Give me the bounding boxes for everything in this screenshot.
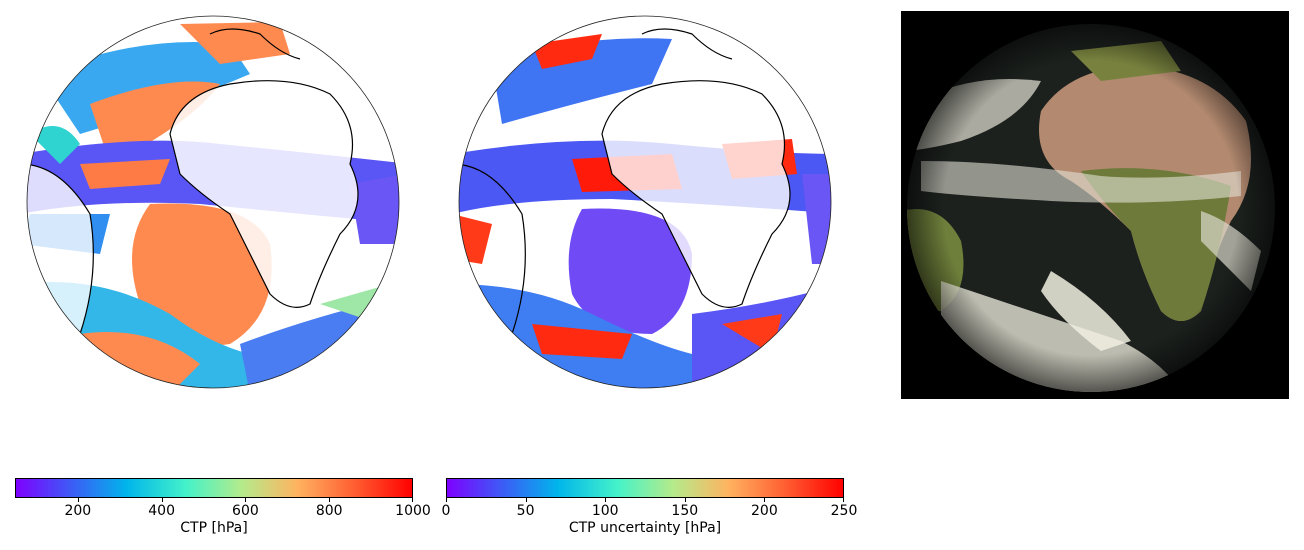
- ctp-tick-mark: [412, 498, 413, 502]
- ctp-uncertainty-colorbar: [446, 478, 844, 498]
- ctp-uncertainty-tick-mark: [525, 498, 527, 502]
- ctp-uncertainty-map: [458, 15, 832, 389]
- ctp-tick-mark: [161, 498, 163, 502]
- ctp-uncertainty-tick-label: 0: [441, 503, 451, 519]
- ctp-uncertainty-colorbar-ticks: 0 50 100 150 200 250: [442, 498, 857, 519]
- ctp-colorbar-ticks: 200 400 600 800 1000: [15, 498, 431, 519]
- ctp-tick-label: 800: [315, 503, 343, 519]
- ctp-uncertainty-tick-mark: [684, 498, 686, 502]
- ctp-uncertainty-tick-mark: [764, 498, 766, 502]
- ctp-uncertainty-colorbar-label: CTP uncertainty [hPa]: [568, 520, 722, 536]
- ctp-uncertainty-tick-label: 200: [751, 503, 778, 519]
- ctp-uncertainty-tick-mark: [605, 498, 607, 502]
- ctp-tick-label: 1000: [395, 503, 431, 519]
- ctp-colorbar-gradient: [15, 478, 413, 498]
- ctp-uncertainty-tick-label: 50: [516, 503, 535, 519]
- ctp-tick-mark: [245, 498, 247, 502]
- ctp-tick-mark: [77, 498, 79, 502]
- ctp-uncertainty-tick-label: 150: [671, 503, 699, 519]
- ctp-tick-mark: [329, 498, 331, 502]
- ctp-uncertainty-colorbar-gradient: [446, 478, 844, 498]
- ctp-uncertainty-tick-mark: [843, 498, 844, 502]
- ctp-colorbar: [15, 478, 413, 498]
- rgb-composite-image: [901, 11, 1289, 399]
- ctp-tick-label: 600: [232, 503, 259, 519]
- ctp-tick-label: 400: [148, 503, 175, 519]
- ctp-uncertainty-tick-label: 100: [591, 503, 619, 519]
- ctp-colorbar-label: CTP [hPa]: [180, 520, 248, 536]
- ctp-map: [26, 15, 400, 389]
- ctp-tick-label: 200: [64, 503, 92, 519]
- ctp-uncertainty-tick-label: 250: [830, 503, 858, 519]
- ctp-uncertainty-tick-mark: [446, 498, 447, 502]
